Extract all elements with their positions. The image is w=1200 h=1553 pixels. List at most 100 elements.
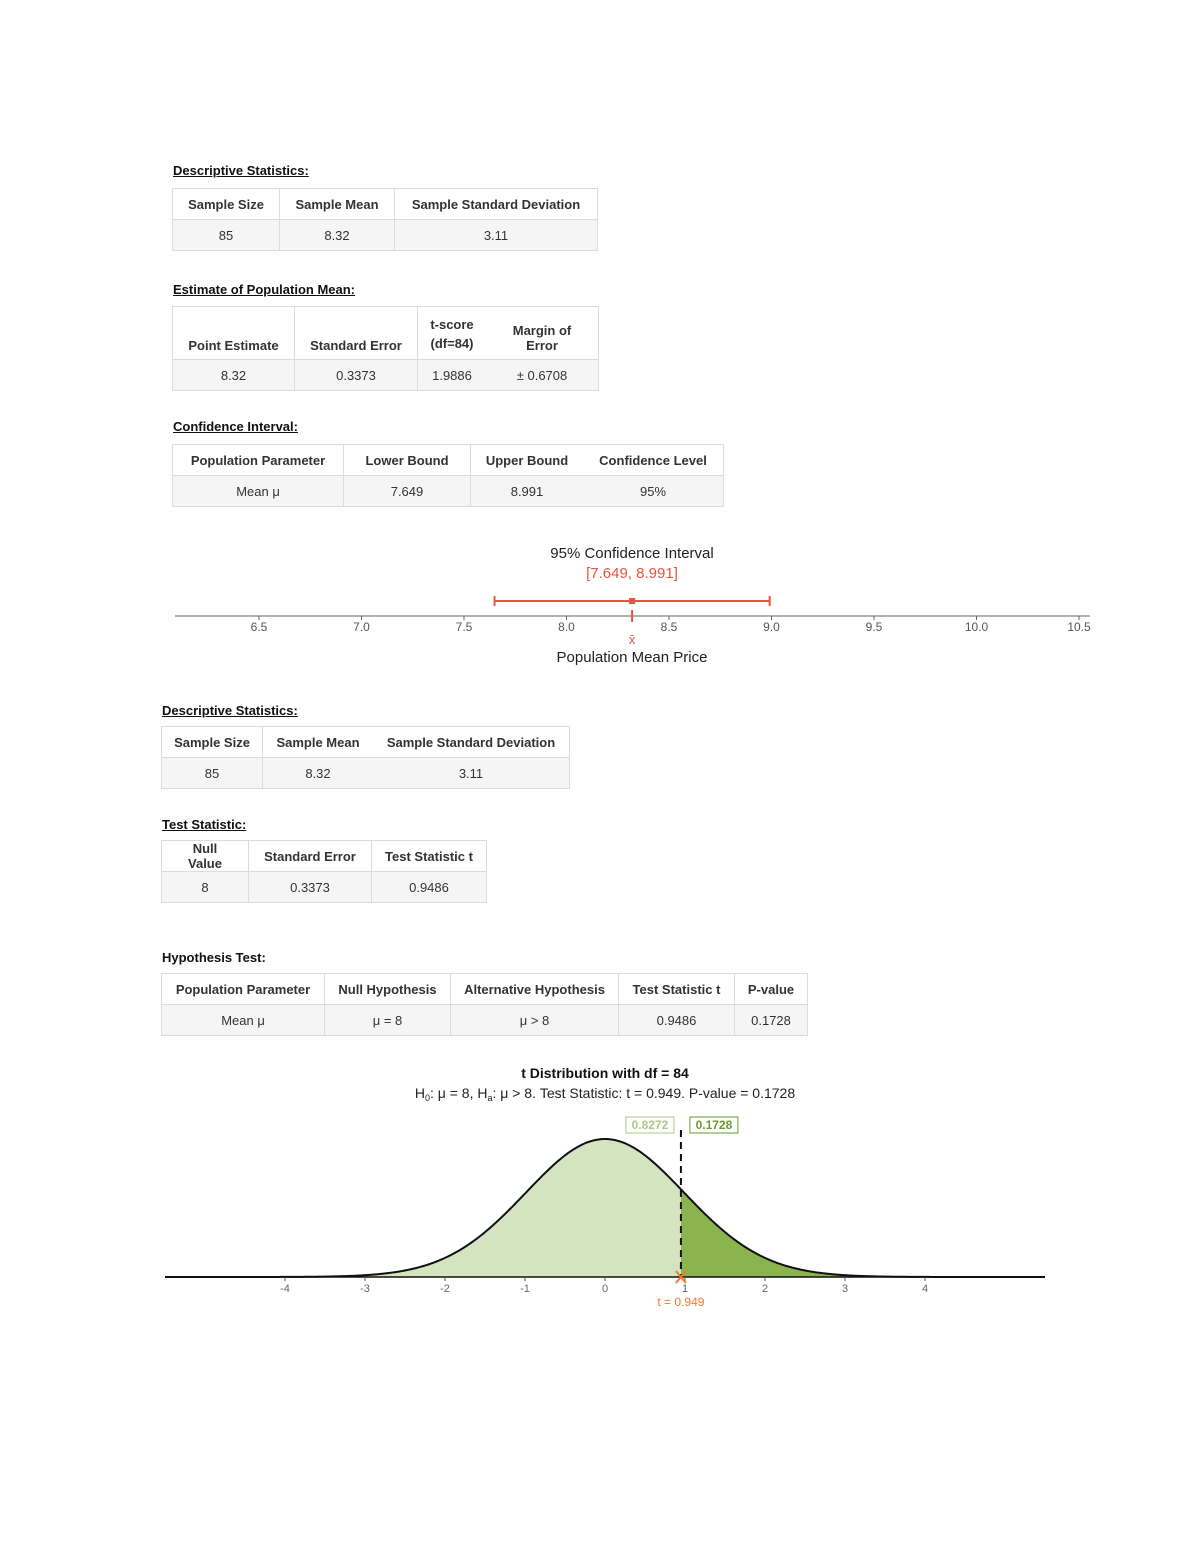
cell-standard-error-2: 0.3373 bbox=[248, 871, 372, 903]
header-t-score: t-score (df=84) bbox=[417, 306, 486, 360]
cell-point-estimate: 8.32 bbox=[172, 359, 295, 391]
header-sample-size: Sample Size bbox=[172, 188, 280, 220]
test-statistic-title: Test Statistic: bbox=[162, 817, 247, 832]
confidence-interval-table: Population Parameter Lower Bound Upper B… bbox=[172, 444, 724, 507]
ci-tick-label: 10.5 bbox=[1067, 620, 1091, 634]
header-lower-bound: Lower Bound bbox=[343, 444, 471, 476]
header-test-statistic-2: Test Statistic t bbox=[618, 973, 735, 1005]
t-tick-label: -3 bbox=[360, 1283, 370, 1295]
right-area-fill bbox=[680, 1189, 1045, 1277]
right-area-label-box bbox=[689, 1116, 739, 1134]
t-stat-marker bbox=[675, 1270, 687, 1284]
ci-tick-label: 10.0 bbox=[965, 620, 989, 634]
header-sample-size-2: Sample Size bbox=[161, 726, 263, 758]
t-distribution-chart: t Distribution with df = 84 H0: μ = 8, H… bbox=[165, 1065, 1045, 1309]
descriptive-statistics-2-title: Descriptive Statistics: bbox=[162, 703, 298, 718]
ci-tick-label: 9.5 bbox=[866, 620, 883, 634]
t-score-label: t-score bbox=[430, 317, 474, 332]
test-statistic-table: Null Value Standard Error Test Statistic… bbox=[161, 840, 487, 903]
right-area-label: 0.1728 bbox=[696, 1118, 733, 1132]
cell-null-hypothesis: μ = 8 bbox=[324, 1004, 451, 1036]
ci-axis-ticks: 6.5 7.0 7.5 8.0 8.5 9.0 9.5 10.0 10.5 bbox=[251, 616, 1091, 634]
table-row: 85 8.32 3.11 bbox=[172, 219, 598, 251]
cell-sample-sd: 3.11 bbox=[394, 219, 598, 251]
table-row: 85 8.32 3.11 bbox=[161, 757, 570, 789]
header-test-statistic: Test Statistic t bbox=[371, 840, 487, 872]
header-sample-mean-2: Sample Mean bbox=[262, 726, 373, 758]
ci-tick-label: 9.0 bbox=[763, 620, 780, 634]
hypothesis-test-title: Hypothesis Test: bbox=[162, 950, 266, 965]
table-row: 8.32 0.3373 1.9886 ± 0.6708 bbox=[172, 359, 599, 391]
subtitle-mid: : μ = 8, H bbox=[430, 1085, 487, 1101]
header-sample-mean: Sample Mean bbox=[279, 188, 395, 220]
t-tick-label: 3 bbox=[842, 1283, 848, 1295]
ci-tick-label: 8.5 bbox=[661, 620, 678, 634]
estimate-title: Estimate of Population Mean: bbox=[173, 282, 356, 297]
header-population-parameter: Population Parameter bbox=[172, 444, 344, 476]
hypothesis-test-table: Population Parameter Null Hypothesis Alt… bbox=[161, 973, 808, 1036]
cell-test-statistic-2: 0.9486 bbox=[618, 1004, 735, 1036]
t-chart-title: t Distribution with df = 84 bbox=[521, 1065, 689, 1081]
ci-plot-xlabel: Population Mean Price bbox=[557, 649, 708, 666]
cell-sample-sd-2: 3.11 bbox=[373, 757, 570, 789]
header-standard-error-2: Standard Error bbox=[248, 840, 372, 872]
cell-lower-bound: 7.649 bbox=[343, 475, 471, 507]
cell-sample-size-2: 85 bbox=[161, 757, 263, 789]
header-standard-error: Standard Error bbox=[294, 306, 418, 360]
t-stat-label: t = 0.949 bbox=[657, 1295, 704, 1309]
subtitle-h0-sub: 0 bbox=[425, 1093, 430, 1103]
confidence-interval-title: Confidence Interval: bbox=[173, 419, 298, 434]
cell-confidence-level: 95% bbox=[583, 475, 724, 507]
t-tick-label: 0 bbox=[602, 1283, 608, 1295]
cell-standard-error: 0.3373 bbox=[294, 359, 418, 391]
table-row: Mean μ μ = 8 μ > 8 0.9486 0.1728 bbox=[161, 1004, 808, 1036]
header-upper-bound: Upper Bound bbox=[470, 444, 583, 476]
descriptive-statistics-title: Descriptive Statistics: bbox=[173, 163, 309, 178]
header-point-estimate: Point Estimate bbox=[172, 306, 295, 360]
t-marker-stroke bbox=[675, 1270, 687, 1284]
header-sample-sd: Sample Standard Deviation bbox=[394, 188, 598, 220]
t-tick-label: 2 bbox=[762, 1283, 768, 1295]
cell-margin-of-error: ± 0.6708 bbox=[486, 359, 599, 391]
confidence-interval-plot: 95% Confidence Interval [7.649, 8.991] 6… bbox=[175, 545, 1091, 666]
cell-upper-bound: 8.991 bbox=[470, 475, 583, 507]
ci-tick-label: 6.5 bbox=[251, 620, 268, 634]
t-tick-label: 1 bbox=[682, 1283, 688, 1295]
cell-sample-size: 85 bbox=[172, 219, 280, 251]
t-tick-label: -1 bbox=[520, 1283, 530, 1295]
header-margin-of-error: Margin of Error bbox=[486, 306, 599, 360]
table-row: 8 0.3373 0.9486 bbox=[161, 871, 487, 903]
ci-tick-label: 8.0 bbox=[558, 620, 575, 634]
left-area-label-box bbox=[625, 1116, 675, 1134]
t-axis-ticks: -4 -3 -2 -1 0 1 2 3 4 bbox=[280, 1277, 928, 1295]
t-tick-label: 4 bbox=[922, 1283, 928, 1295]
cell-population-parameter-2: Mean μ bbox=[161, 1004, 325, 1036]
t-tick-label: -4 bbox=[280, 1283, 290, 1295]
t-chart-subtitle: H0: μ = 8, Ha: μ > 8. Test Statistic: t … bbox=[415, 1085, 795, 1103]
cell-t-score: 1.9886 bbox=[417, 359, 486, 391]
header-p-value: P-value bbox=[734, 973, 808, 1005]
header-sample-sd-2: Sample Standard Deviation bbox=[373, 726, 570, 758]
left-area-label: 0.8272 bbox=[632, 1118, 669, 1132]
cell-sample-mean: 8.32 bbox=[279, 219, 395, 251]
descriptive-statistics-table: Sample Size Sample Mean Sample Standard … bbox=[172, 188, 598, 251]
cell-sample-mean-2: 8.32 bbox=[262, 757, 373, 789]
ci-xbar-label: x̄ bbox=[629, 632, 636, 647]
subtitle-h0: H bbox=[415, 1085, 425, 1101]
subtitle-rest: : μ > 8. Test Statistic: t = 0.949. P-va… bbox=[493, 1085, 796, 1101]
cell-population-parameter: Mean μ bbox=[172, 475, 344, 507]
header-alternative-hypothesis: Alternative Hypothesis bbox=[450, 973, 619, 1005]
header-null-value: Null Value bbox=[161, 840, 249, 872]
header-confidence-level: Confidence Level bbox=[583, 444, 724, 476]
ci-tick-label: 7.0 bbox=[353, 620, 370, 634]
estimate-table: Point Estimate Standard Error t-score (df… bbox=[172, 306, 599, 391]
cell-test-statistic: 0.9486 bbox=[371, 871, 487, 903]
table-row: Mean μ 7.649 8.991 95% bbox=[172, 475, 724, 507]
ci-plot-interval-label: [7.649, 8.991] bbox=[586, 565, 678, 582]
t-tick-label: -2 bbox=[440, 1283, 450, 1295]
descriptive-statistics-2-table: Sample Size Sample Mean Sample Standard … bbox=[161, 726, 570, 789]
header-population-parameter-2: Population Parameter bbox=[161, 973, 325, 1005]
cell-alternative-hypothesis: μ > 8 bbox=[450, 1004, 619, 1036]
left-area-fill bbox=[165, 1139, 681, 1277]
ci-plot-title: 95% Confidence Interval bbox=[550, 545, 713, 562]
